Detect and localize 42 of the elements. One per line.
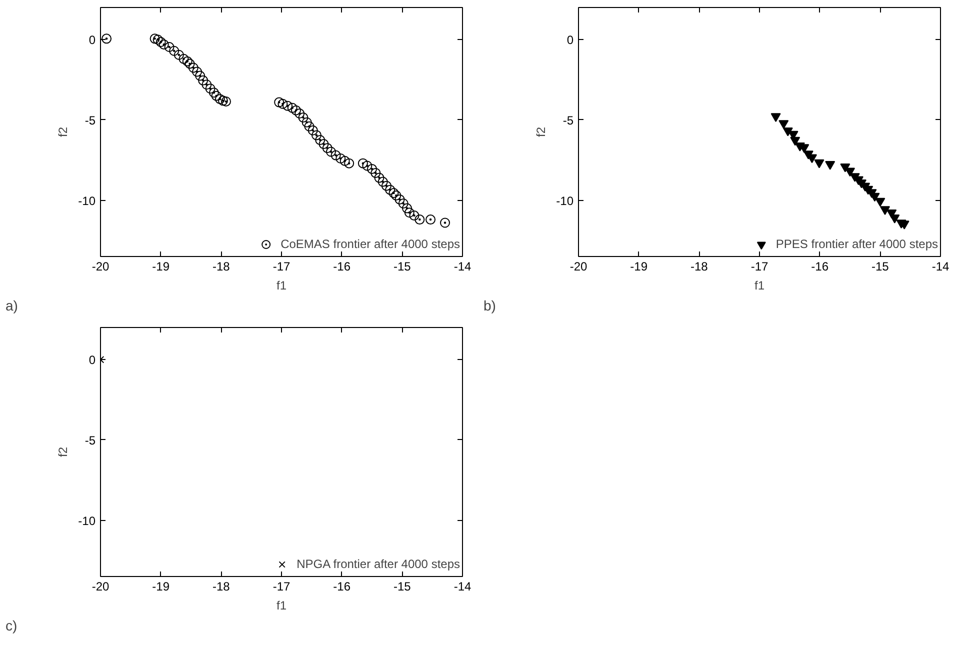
x-tick-label: -19 bbox=[630, 260, 648, 274]
x-tick-label: -17 bbox=[272, 260, 290, 274]
x-tick-label: -20 bbox=[570, 260, 588, 274]
y-tick-label: -10 bbox=[78, 194, 96, 208]
x-tick-label: -16 bbox=[333, 260, 351, 274]
y-axis-title: f2 bbox=[56, 126, 70, 138]
y-tick-label: -5 bbox=[84, 433, 96, 448]
x-tick-label: -20 bbox=[92, 580, 110, 594]
y-axis-title: f2 bbox=[534, 126, 548, 138]
x-tick-label: -15 bbox=[393, 580, 412, 594]
y-tick-label: -5 bbox=[562, 113, 574, 128]
x-tick-label: -16 bbox=[811, 260, 829, 274]
y-tick-label: 0 bbox=[566, 33, 574, 48]
x-axis-title: f1 bbox=[276, 278, 287, 292]
y-tick-label: -10 bbox=[78, 514, 96, 528]
y-tick-label: -5 bbox=[84, 113, 96, 128]
text: a) bbox=[6, 298, 18, 314]
legend-label: PPES frontier after 4000 steps bbox=[776, 237, 938, 251]
y-tick-label: 0 bbox=[88, 33, 96, 48]
x-axis-title: f1 bbox=[276, 598, 287, 612]
x-tick-label: -19 bbox=[152, 580, 170, 594]
x-tick-label: -18 bbox=[212, 580, 230, 594]
y-tick-label: 0 bbox=[88, 353, 96, 368]
x-tick-label: -19 bbox=[152, 260, 170, 274]
x-tick-label: -14 bbox=[454, 580, 472, 594]
y-axis-title: f2 bbox=[56, 446, 70, 458]
legend-label: CoEMAS frontier after 4000 steps bbox=[280, 237, 460, 251]
x-tick-label: -20 bbox=[92, 260, 110, 274]
text: b) bbox=[484, 298, 496, 314]
x-tick-label: -17 bbox=[750, 260, 768, 274]
legend-label: NPGA frontier after 4000 steps bbox=[296, 557, 460, 571]
x-tick-label: -17 bbox=[272, 580, 290, 594]
x-tick-label: -14 bbox=[454, 260, 472, 274]
x-axis-title: f1 bbox=[754, 278, 765, 292]
x-tick-label: -14 bbox=[932, 260, 950, 274]
y-tick-label: -10 bbox=[556, 194, 574, 208]
x-tick-label: -16 bbox=[333, 580, 351, 594]
x-tick-label: -15 bbox=[393, 260, 412, 274]
x-tick-label: -18 bbox=[690, 260, 708, 274]
x-tick-label: -15 bbox=[871, 260, 890, 274]
x-tick-label: -18 bbox=[212, 260, 230, 274]
text: c) bbox=[6, 618, 18, 634]
